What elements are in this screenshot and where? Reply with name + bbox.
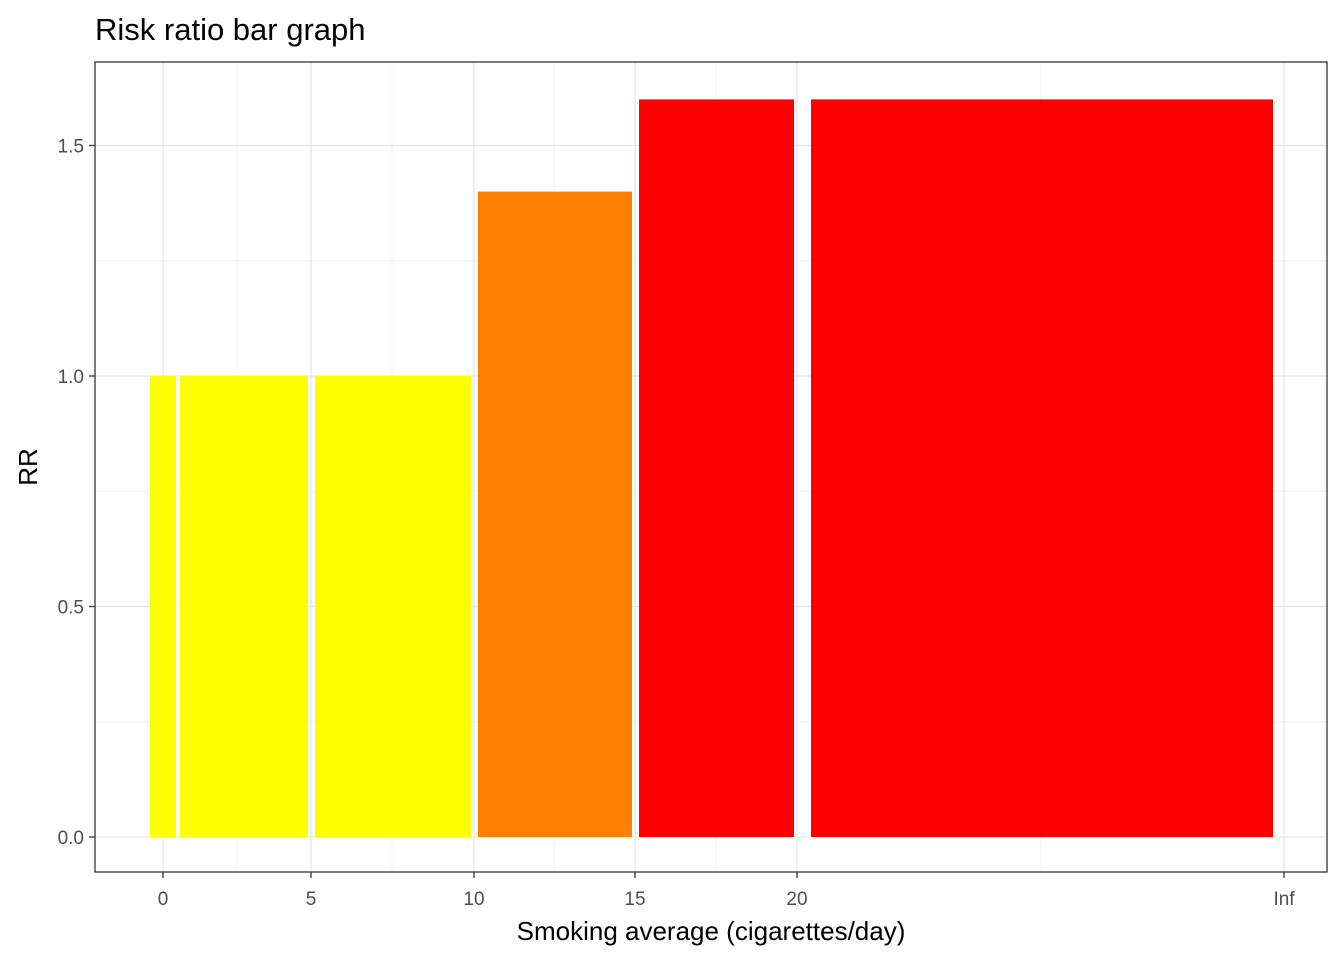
bar-4 [639,99,794,837]
y-tick-label: 1.0 [58,367,84,388]
x-axis-title: Smoking average (cigarettes/day) [517,916,906,946]
bar-2 [315,376,471,837]
bar-3 [478,191,632,838]
y-axis-title: RR [13,448,43,486]
x-tick-label: 5 [306,889,317,910]
y-tick-label: 1.5 [58,137,84,158]
x-tick-label: 0 [158,889,169,910]
x-tick-label: Inf [1273,889,1295,910]
x-tick-label: 10 [463,889,484,910]
plot-panel-border [94,61,1328,873]
x-tick-label: 20 [786,889,807,910]
x-tick-label: 15 [624,889,645,910]
bar-5 [811,99,1273,837]
y-tick-label: 0.5 [58,598,84,619]
y-tick-label: 0.0 [58,828,84,849]
bars [150,99,1273,838]
chart-title: Risk ratio bar graph [95,12,366,47]
axis-ticks: 0 5 10 15 20 Inf 0.0 0.5 1.0 1.5 [58,137,1296,911]
bar-1 [180,376,308,837]
bar-0 [150,376,176,837]
